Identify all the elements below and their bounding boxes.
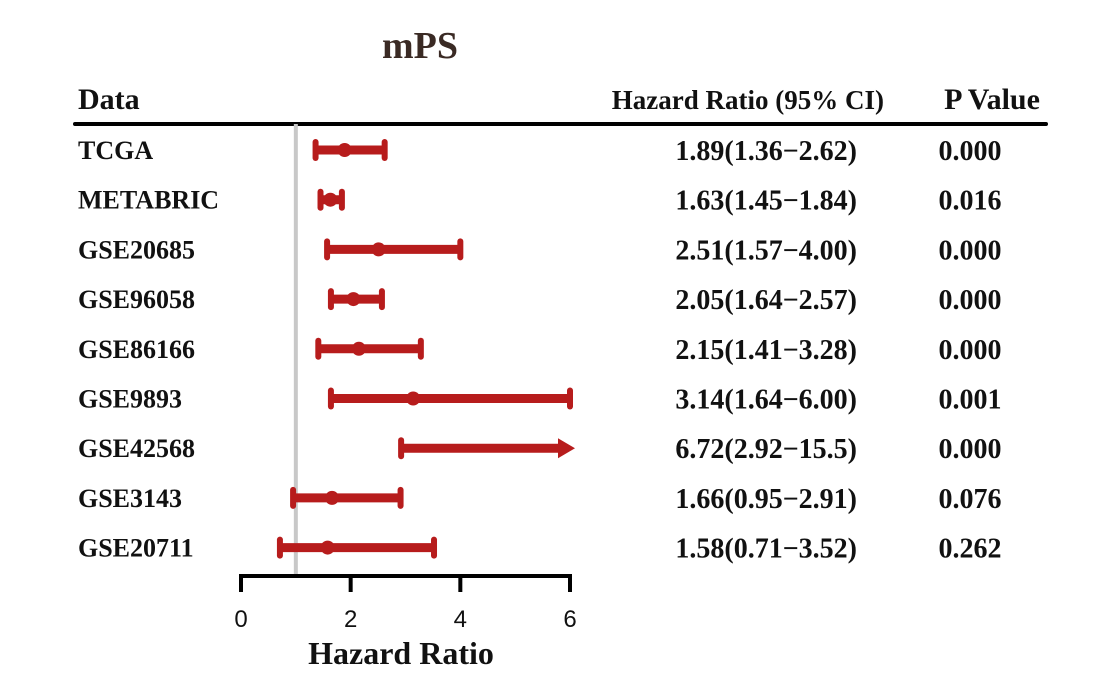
hr-point [337, 143, 352, 157]
p-value: 0.000 [939, 335, 1002, 366]
x-axis: 0 2 4 6 [234, 574, 577, 633]
chart-title: mPS [382, 25, 458, 67]
column-header-hazard-ratio: Hazard Ratio (95% CI) [612, 85, 884, 115]
p-value: 0.016 [939, 186, 1002, 217]
hr-point [406, 391, 421, 406]
p-value: 0.001 [939, 385, 1002, 416]
study-row: GSE20685 2.51(1.57−4.00) 0.000 [78, 235, 1002, 266]
ci-arrow [558, 438, 575, 459]
study-row: GSE96058 2.05(1.64−2.57) 0.000 [78, 285, 1002, 316]
column-header-data: Data [78, 83, 140, 116]
hr-ci-text: 2.51(1.57−4.00) [675, 235, 857, 266]
x-tick-label: 0 [234, 606, 247, 633]
study-label: GSE9893 [78, 385, 182, 414]
study-label: GSE86166 [78, 335, 195, 364]
study-row: GSE3143 1.66(0.95−2.91) 0.076 [78, 484, 1002, 515]
x-tick-label: 4 [454, 606, 467, 633]
study-label: METABRIC [78, 186, 219, 215]
x-axis-title: Hazard Ratio [308, 635, 494, 671]
p-value: 0.000 [939, 235, 1002, 266]
p-value: 0.262 [939, 534, 1002, 565]
hr-point [351, 341, 366, 356]
study-row: GSE20711 1.58(0.71−3.52) 0.262 [78, 534, 1002, 565]
p-value: 0.000 [939, 434, 1002, 465]
x-tick-label: 6 [563, 606, 576, 633]
study-label: GSE20711 [78, 534, 194, 563]
x-tick-label: 2 [344, 606, 357, 633]
study-row: GSE42568 6.72(2.92−15.5) 0.000 [78, 434, 1002, 465]
hr-ci-text: 2.15(1.41−3.28) [675, 335, 857, 366]
p-value: 0.000 [939, 285, 1002, 316]
study-label: GSE42568 [78, 434, 195, 463]
column-header-p-value: P Value [944, 83, 1040, 116]
study-label: GSE20685 [78, 235, 195, 264]
hr-ci-text: 1.66(0.95−2.91) [675, 484, 857, 515]
rows-layer: TCGA 1.89(1.36−2.62) 0.000 METABRIC 1.63(1.4… [78, 136, 1002, 565]
hr-point [371, 242, 386, 257]
hr-point [323, 192, 338, 207]
hr-ci-text: 1.58(0.71−3.52) [675, 534, 857, 565]
study-label: GSE3143 [78, 484, 182, 513]
study-row: METABRIC 1.63(1.45−1.84) 0.016 [78, 186, 1002, 217]
study-row: GSE9893 3.14(1.64−6.00) 0.001 [78, 385, 1002, 416]
hr-point [346, 292, 361, 307]
study-label: GSE96058 [78, 285, 195, 314]
study-label: TCGA [78, 136, 153, 165]
hr-ci-text: 1.63(1.45−1.84) [675, 186, 857, 217]
study-row: GSE86166 2.15(1.41−3.28) 0.000 [78, 335, 1002, 366]
hr-ci-text: 2.05(1.64−2.57) [675, 285, 857, 316]
study-row: TCGA 1.89(1.36−2.62) 0.000 [78, 136, 1002, 167]
hr-point [325, 490, 340, 505]
hr-point [320, 540, 335, 555]
p-value: 0.000 [939, 136, 1002, 167]
p-value: 0.076 [939, 484, 1002, 515]
hr-ci-text: 1.89(1.36−2.62) [675, 136, 857, 167]
hr-ci-text: 6.72(2.92−15.5) [675, 434, 857, 465]
hr-ci-text: 3.14(1.64−6.00) [675, 385, 857, 416]
